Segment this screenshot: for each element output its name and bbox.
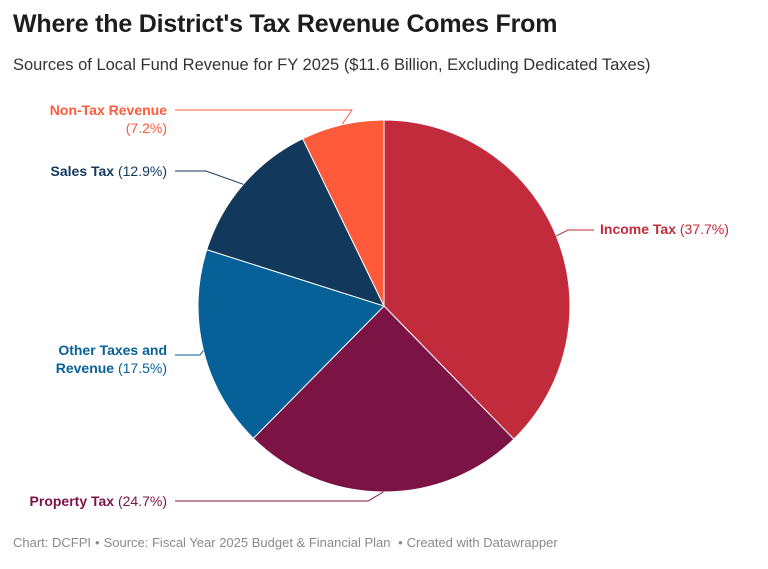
slice-label-name: Income Tax bbox=[600, 221, 680, 237]
slice-label-name: Non-Tax Revenue bbox=[50, 102, 167, 118]
slice-label-name: Property Tax bbox=[30, 493, 118, 509]
slice-label: Other Taxes and Revenue (17.5%) bbox=[56, 342, 167, 376]
slice-label: Sales Tax (12.9%) bbox=[51, 163, 167, 179]
slice-label-line: Other Taxes and bbox=[58, 342, 167, 358]
pie-slice-income-tax bbox=[383, 119, 571, 440]
footer-separator: • bbox=[394, 535, 403, 550]
slice-label: Property Tax (24.7%) bbox=[30, 493, 167, 509]
leader-line bbox=[175, 170, 244, 185]
leader-line bbox=[175, 350, 204, 356]
slice-label-value: (12.9%) bbox=[118, 163, 167, 179]
chart-subtitle: Sources of Local Fund Revenue for FY 202… bbox=[13, 56, 651, 74]
footer-created: Created with Datawrapper bbox=[406, 535, 558, 550]
pie-slice-other-taxes-and-revenue bbox=[197, 249, 385, 440]
slice-label-value: (24.7%) bbox=[118, 493, 167, 509]
leader-line bbox=[175, 491, 384, 502]
pie-slice-sales-tax bbox=[206, 138, 385, 307]
chart-title: Where the District's Tax Revenue Comes F… bbox=[13, 10, 558, 38]
slice-label-name: Sales Tax bbox=[51, 163, 118, 179]
slice-label: Income Tax (37.7%) bbox=[600, 221, 729, 237]
chart-footer: Chart: DCFPI • Source: Fiscal Year 2025 Bu… bbox=[13, 535, 558, 550]
slice-label-value: (37.7%) bbox=[680, 221, 729, 237]
slice-label: Non-Tax Revenue (7.2%) bbox=[50, 102, 167, 136]
leader-line bbox=[175, 109, 353, 125]
footer-credit: Chart: DCFPI bbox=[13, 535, 92, 550]
footer-separator: • bbox=[95, 535, 100, 550]
pie-slice-non-tax-revenue bbox=[302, 119, 385, 307]
slice-label-value: (7.2%) bbox=[126, 120, 167, 136]
footer-source: Source: Fiscal Year 2025 Budget & Financ… bbox=[103, 535, 391, 550]
slice-label-line: Revenue (17.5%) bbox=[56, 360, 167, 376]
pie-slice-property-tax bbox=[252, 305, 515, 493]
leader-line bbox=[556, 229, 594, 237]
